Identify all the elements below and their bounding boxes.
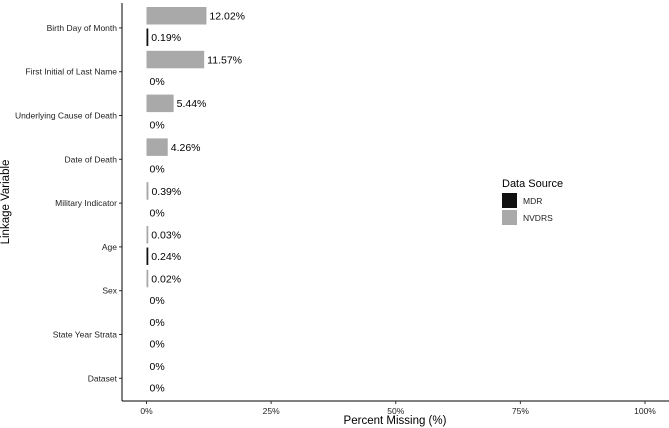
label-mdr-dataset: 0% xyxy=(150,382,165,394)
x-tick-label-50: 50% xyxy=(387,406,404,416)
y-tick-label-birth-day-of-month: Birth Day of Month xyxy=(47,23,118,33)
legend-key-nvdrs xyxy=(502,210,517,225)
legend-label-mdr: MDR xyxy=(523,196,542,206)
y-axis-title: Linkage Variable xyxy=(0,160,12,245)
bar-nvdrs-age xyxy=(146,226,149,244)
y-tick-label-age: Age xyxy=(102,242,117,252)
label-nvdrs-underlying-cause-of-death: 5.44% xyxy=(177,98,207,110)
x-axis-title: Percent Missing (%) xyxy=(344,415,447,427)
legend-label-nvdrs: NVDRS xyxy=(523,213,553,223)
label-nvdrs-state-year-strata: 0% xyxy=(150,317,165,329)
label-mdr-birth-day-of-month: 0.19% xyxy=(151,32,181,44)
y-tick-label-first-initial-of-last-name: First Initial of Last Name xyxy=(25,67,117,77)
y-tick-label-date-of-death: Date of Death xyxy=(65,154,118,164)
y-tick-label-military-indicator: Military Indicator xyxy=(55,198,117,208)
x-axis: 0% 25% 50% 75% 100% xyxy=(122,400,669,416)
label-nvdrs-birth-day-of-month: 12.02% xyxy=(209,11,245,23)
legend-title: Data Source xyxy=(502,178,563,190)
label-mdr-state-year-strata: 0% xyxy=(150,339,165,351)
y-tick-label-underlying-cause-of-death: Underlying Cause of Death xyxy=(15,111,117,121)
label-nvdrs-sex: 0.02% xyxy=(151,273,181,285)
label-mdr-first-initial-of-last-name: 0% xyxy=(150,76,165,88)
x-tick-label-0: 0% xyxy=(140,406,153,416)
label-mdr-underlying-cause-of-death: 0% xyxy=(150,120,165,132)
label-nvdrs-date-of-death: 4.26% xyxy=(171,142,201,154)
label-nvdrs-age: 0.03% xyxy=(151,230,181,242)
y-axis: Birth Day of Month First Initial of Last … xyxy=(15,3,123,401)
label-mdr-age: 0.24% xyxy=(151,251,181,263)
y-tick-label-state-year-strata: State Year Strata xyxy=(53,330,118,340)
label-mdr-sex: 0% xyxy=(150,295,165,307)
label-nvdrs-first-initial-of-last-name: 11.57% xyxy=(207,54,242,66)
bar-nvdrs-sex xyxy=(146,269,149,288)
label-mdr-date-of-death: 0% xyxy=(150,163,165,175)
bar-mdr-birth-day-of-month xyxy=(146,28,149,46)
bar-mdr-age xyxy=(146,247,149,265)
bar-nvdrs-underlying-cause-of-death xyxy=(146,94,174,113)
y-tick-label-dataset: Dataset xyxy=(88,373,118,383)
legend: Data Source MDR NVDRS xyxy=(502,178,563,225)
bar-nvdrs-date-of-death xyxy=(146,138,168,156)
bar-nvdrs-first-initial-of-last-name xyxy=(146,50,205,69)
x-tick-label-25: 25% xyxy=(263,406,280,416)
legend-key-mdr xyxy=(502,193,517,208)
x-tick-label-75: 75% xyxy=(512,406,529,416)
label-nvdrs-dataset: 0% xyxy=(150,361,165,373)
label-nvdrs-military-indicator: 0.39% xyxy=(151,186,181,198)
bar-nvdrs-military-indicator xyxy=(146,182,149,200)
bar-nvdrs-birth-day-of-month xyxy=(146,7,207,25)
bars-layer xyxy=(146,7,207,288)
label-mdr-military-indicator: 0% xyxy=(150,207,165,219)
y-tick-label-sex: Sex xyxy=(102,286,117,296)
data-labels-layer: 12.02% 0.19% 11.57% 0% 5.44% 0% 4.26% 0% 0.39% 0%… xyxy=(150,11,246,395)
x-tick-label-100: 100% xyxy=(634,406,656,416)
